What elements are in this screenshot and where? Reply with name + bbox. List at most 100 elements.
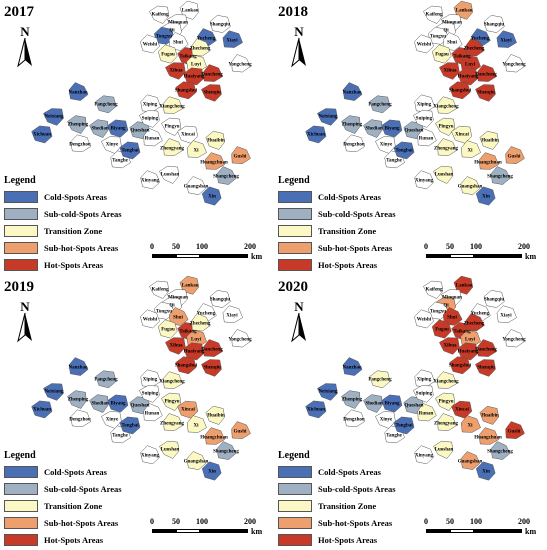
legend-swatch <box>4 241 38 254</box>
county-label: Xiping <box>143 103 158 108</box>
county-map: Lankao Kaifeng Minquan Qi Shangqiu Tongxu Weis… <box>31 0 252 206</box>
county-label: Guangshan <box>184 185 209 190</box>
county-label: Neixiang <box>319 115 338 120</box>
county-region <box>140 445 160 465</box>
county-region <box>451 400 473 419</box>
county-label: Runan <box>419 137 434 142</box>
legend-label: Sub-cold-Spots Areas <box>318 208 396 219</box>
county-label: Xichuan <box>33 133 51 138</box>
legend: Legend Cold-Spots Areas Sub-cold-Spots A… <box>278 450 428 548</box>
county-label: Xi <box>194 424 200 429</box>
legend-swatch <box>278 241 312 254</box>
county-region <box>305 400 327 419</box>
county-label: Dengzhou <box>343 143 365 148</box>
scale-tick-0: 0 <box>424 517 428 526</box>
county-region <box>157 44 178 64</box>
county-region <box>475 359 496 377</box>
county-region <box>423 280 443 299</box>
county-label: Minquan <box>168 21 188 26</box>
scale-tick-100: 100 <box>196 517 208 526</box>
county-region <box>341 115 361 134</box>
county-region <box>477 339 497 357</box>
county-region <box>186 415 207 433</box>
county-region <box>157 319 178 339</box>
map-panel-2019: Lankao Kaifeng Minquan Qi Shangqiu Tongxu Weis… <box>0 275 273 550</box>
county-label: Tongbai <box>395 149 413 154</box>
scale-unit: km <box>525 527 537 536</box>
county-label: Huaibin <box>207 414 225 419</box>
county-region <box>342 357 363 376</box>
county-region <box>479 405 499 425</box>
legend-label: Cold-Spots Areas <box>318 466 381 477</box>
county-region <box>31 125 53 144</box>
north-label: N <box>20 24 30 39</box>
county-label: Xi <box>194 149 200 154</box>
legend-label: Transition Zone <box>44 500 103 511</box>
county-region <box>95 95 117 114</box>
county-region <box>162 371 183 389</box>
legend-item-sub-hot: Sub-hot-Spots Areas <box>278 514 428 531</box>
north-label: N <box>294 24 304 39</box>
county-label: Zhenping <box>68 123 89 128</box>
county-label: Zhengyang <box>434 422 458 427</box>
county-label: Pingyu <box>438 125 453 130</box>
county-region <box>119 141 141 160</box>
county-label: Tongxu <box>156 310 172 315</box>
county-region <box>43 108 64 126</box>
legend-item-hot: Hot-Spots Areas <box>278 256 428 273</box>
county-label: Queshan <box>131 404 150 409</box>
legend-item-hot: Hot-Spots Areas <box>4 531 154 548</box>
scale-tick-100: 100 <box>470 242 482 251</box>
scale-bar: 0 50 100 200 km <box>424 242 539 266</box>
legend-item-sub-cold: Sub-cold-Spots Areas <box>4 205 154 222</box>
county-label: Shui <box>173 41 183 46</box>
legend-swatch <box>278 482 312 495</box>
legend-swatch <box>278 516 312 529</box>
county-label: Xinyang <box>415 179 434 184</box>
scale-tick-0: 0 <box>424 242 428 251</box>
scale-bar: 0 50 100 200 km <box>150 242 265 266</box>
county-label: Guangshan <box>458 185 483 190</box>
county-region <box>393 416 415 435</box>
county-region <box>451 125 473 144</box>
county-region <box>70 409 91 428</box>
county-region <box>460 415 481 433</box>
county-label: Shenqiu <box>477 91 495 96</box>
county-region <box>186 176 207 195</box>
legend-swatch <box>278 207 312 220</box>
legend-label: Cold-Spots Areas <box>318 191 381 202</box>
county-label: Xincai <box>181 133 196 138</box>
legend-label: Sub-hot-Spots Areas <box>44 242 119 253</box>
county-label: Dancheng <box>475 73 497 78</box>
county-region <box>205 130 225 150</box>
legend: Legend Cold-Spots Areas Sub-cold-Spots A… <box>4 450 154 548</box>
county-region <box>201 84 222 102</box>
county-label: Xinyang <box>141 454 160 459</box>
map-panel-2017: Lankao Kaifeng Minquan Qi Shangqiu Tongxu Weis… <box>0 0 273 275</box>
county-label: Weishi <box>417 43 432 48</box>
county-region <box>163 138 183 156</box>
county-label: Luoshan <box>435 448 454 453</box>
county-label: Runan <box>419 412 434 417</box>
county-label: Qi <box>169 304 175 309</box>
county-label: Kaifeng <box>152 13 169 18</box>
county-label: Xiangcheng <box>159 105 185 110</box>
county-label: Fangcheng <box>94 378 118 383</box>
county-label: Xiangcheng <box>433 105 459 110</box>
legend-item-sub-hot: Sub-hot-Spots Areas <box>278 239 428 256</box>
county-region <box>344 134 365 153</box>
county-region <box>363 119 383 138</box>
county-region <box>437 413 457 431</box>
county-region <box>183 342 205 361</box>
county-region <box>175 81 197 100</box>
county-region <box>363 394 383 413</box>
county-label: Yucheng <box>471 312 490 317</box>
legend-label: Hot-Spots Areas <box>318 534 378 545</box>
county-label: Minquan <box>442 21 462 26</box>
legend-label: Hot-Spots Areas <box>318 259 378 270</box>
county-region <box>205 405 225 425</box>
county-label: Luyi <box>465 63 476 68</box>
county-region <box>67 115 87 134</box>
county-label: Gushi <box>508 430 521 435</box>
county-label: Nanzhao <box>69 366 88 371</box>
